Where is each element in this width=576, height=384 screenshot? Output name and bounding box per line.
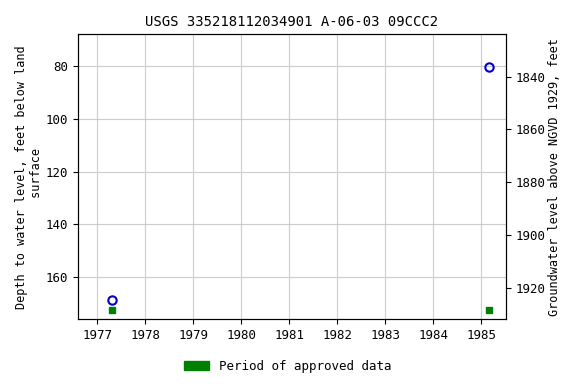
Title: USGS 335218112034901 A-06-03 09CCC2: USGS 335218112034901 A-06-03 09CCC2 — [145, 15, 438, 29]
Y-axis label: Groundwater level above NGVD 1929, feet: Groundwater level above NGVD 1929, feet — [548, 38, 561, 316]
Y-axis label: Depth to water level, feet below land
 surface: Depth to water level, feet below land su… — [15, 45, 43, 309]
Legend: Period of approved data: Period of approved data — [179, 355, 397, 378]
